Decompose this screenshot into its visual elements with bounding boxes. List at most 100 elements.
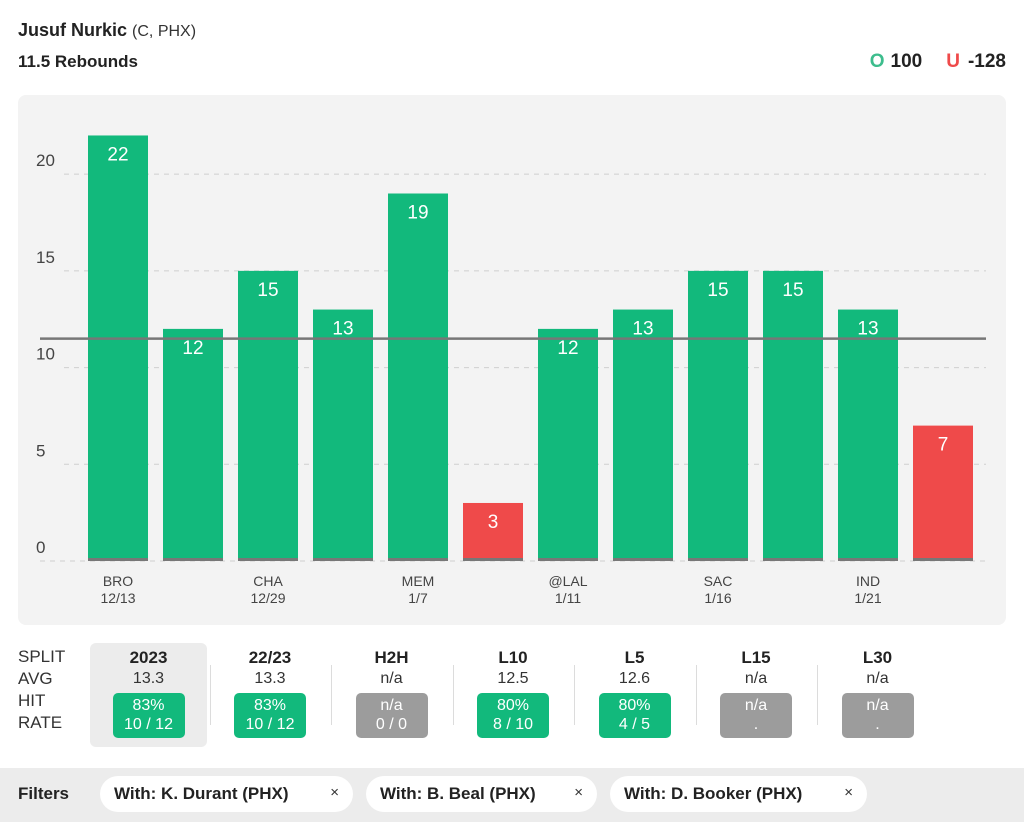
under-odds-button[interactable]: U -128 (946, 51, 1006, 73)
bar (913, 425, 973, 561)
bar (88, 135, 148, 561)
hit-row-label: HIT (18, 691, 46, 710)
bar-base (163, 558, 223, 561)
bar-base (838, 558, 898, 561)
bar-base (238, 558, 298, 561)
column-divider (209, 665, 211, 725)
bar (613, 309, 673, 561)
bar-base (388, 558, 448, 561)
filters-bar: Filters With: K. Durant (PHX) × With: B.… (0, 768, 1024, 822)
filter-chip-label: With: D. Booker (PHX) (624, 784, 803, 803)
split-column-l30[interactable]: L30 n/a n/a. (819, 643, 936, 747)
split-name: L5 (624, 648, 645, 667)
bar-value-label: 3 (488, 512, 499, 533)
bar (463, 502, 523, 561)
bar-value-label: 19 (407, 203, 428, 224)
over-odds-button[interactable]: O 100 (870, 51, 922, 73)
x-tick-date: 1/21 (854, 590, 881, 606)
split-name: L30 (862, 648, 893, 667)
bar (763, 270, 823, 561)
close-icon[interactable]: × (574, 784, 583, 801)
bar-base (688, 558, 748, 561)
filter-chip-booker[interactable]: With: D. Booker (PHX) × (610, 776, 867, 812)
hit-rate-fraction: 8 / 10 (492, 716, 534, 733)
filter-chip-label: With: K. Durant (PHX) (114, 784, 289, 803)
splits-table: SPLIT AVG HIT RATE 2023 13.3 83% 10 / 12 22/… (18, 643, 1006, 753)
close-icon[interactable]: × (844, 784, 853, 801)
bar-value-label: 7 (938, 435, 949, 456)
bar (388, 193, 448, 561)
rate-row-label: RATE (18, 713, 63, 732)
hit-rate-percent: n/a (380, 697, 403, 714)
bar-value-label: 22 (107, 144, 128, 165)
y-tick-label: 20 (36, 151, 55, 170)
split-avg: n/a (744, 670, 768, 687)
over-icon: O (869, 51, 885, 72)
split-column-h2h[interactable]: H2H n/a n/a 0 / 0 (333, 643, 450, 747)
over-odds-value: 100 (890, 51, 923, 72)
hit-rate-badge: 80% 8 / 10 (477, 693, 549, 738)
split-column-l5[interactable]: L5 12.6 80% 4 / 5 (576, 643, 693, 747)
under-icon: U (946, 51, 960, 72)
split-column-l10[interactable]: L10 12.5 80% 8 / 10 (455, 643, 572, 747)
bar (313, 309, 373, 561)
bar-base (763, 558, 823, 561)
x-tick-date: 12/29 (250, 590, 285, 606)
avg-row-label: AVG (18, 669, 53, 688)
bar-value-label: 12 (182, 338, 203, 359)
bar (238, 270, 298, 561)
split-column-2223[interactable]: 22/23 13.3 83% 10 / 12 (212, 643, 329, 747)
bar-base (313, 558, 373, 561)
close-icon[interactable]: × (330, 784, 339, 801)
column-divider (574, 665, 575, 725)
hit-rate-fraction: 10 / 12 (124, 716, 173, 733)
x-tick-team: CHA (253, 573, 283, 589)
hit-rate-badge: n/a 0 / 0 (355, 693, 428, 738)
filter-chip-durant[interactable]: With: K. Durant (PHX) × (100, 776, 353, 812)
split-column-2023[interactable]: 2023 13.3 83% 10 / 12 (90, 643, 207, 747)
split-name: 2023 (129, 648, 168, 667)
bar (688, 270, 748, 561)
y-tick-label: 10 (36, 345, 55, 364)
hit-rate-fraction: . (753, 716, 759, 733)
hit-rate-fraction: 0 / 0 (375, 716, 408, 733)
bar-value-label: 13 (857, 319, 878, 340)
split-column-l15[interactable]: L15 n/a n/a. (698, 643, 815, 747)
split-avg: 13.3 (254, 670, 286, 687)
bar-value-label: 15 (257, 280, 278, 301)
player-position-team: (C, PHX) (132, 23, 197, 40)
hit-rate-percent: 83% (132, 697, 165, 714)
y-tick-label: 15 (36, 248, 55, 267)
split-name: L15 (741, 648, 771, 667)
hit-rate-percent: 80% (496, 697, 530, 714)
prop-header: Jusuf Nurkic (C, PHX) 11.5 Rebounds O 100… (18, 20, 1006, 80)
hit-rate-badge: 83% 10 / 12 (234, 693, 306, 738)
splits-row-labels: SPLIT AVG HIT RATE (18, 647, 88, 736)
hit-rate-percent: n/a (866, 697, 889, 714)
bar-base (613, 558, 673, 561)
game-log-chart: 0 5 10 15 20 22 BRO 12/13 12 15 CHA 12/29 13 19 MEM 1/7… (18, 95, 1006, 625)
bar-base (538, 558, 598, 561)
x-tick-date: 1/16 (704, 590, 731, 606)
player-title: Jusuf Nurkic (C, PHX) (18, 20, 1006, 41)
split-avg: 13.3 (132, 670, 165, 687)
hit-rate-fraction: 4 / 5 (618, 716, 651, 733)
filter-chip-beal[interactable]: With: B. Beal (PHX) × (366, 776, 597, 812)
bar-value-label: 15 (782, 280, 803, 301)
x-tick-team: @LAL (548, 573, 587, 589)
bar-base (913, 558, 973, 561)
column-divider (817, 665, 818, 725)
odds-group: O 100 U -128 (870, 51, 1006, 73)
y-tick-label: 5 (36, 441, 45, 460)
hit-rate-badge: n/a. (841, 693, 914, 738)
hit-rate-badge: n/a. (720, 693, 792, 738)
column-divider (452, 665, 454, 725)
x-tick-team: IND (856, 573, 880, 589)
x-tick-date: 1/11 (555, 590, 581, 606)
x-tick-team: SAC (704, 573, 733, 589)
hit-rate-percent: n/a (744, 697, 768, 714)
split-avg: 12.6 (618, 670, 651, 687)
bar (538, 328, 598, 561)
bar (838, 309, 898, 561)
